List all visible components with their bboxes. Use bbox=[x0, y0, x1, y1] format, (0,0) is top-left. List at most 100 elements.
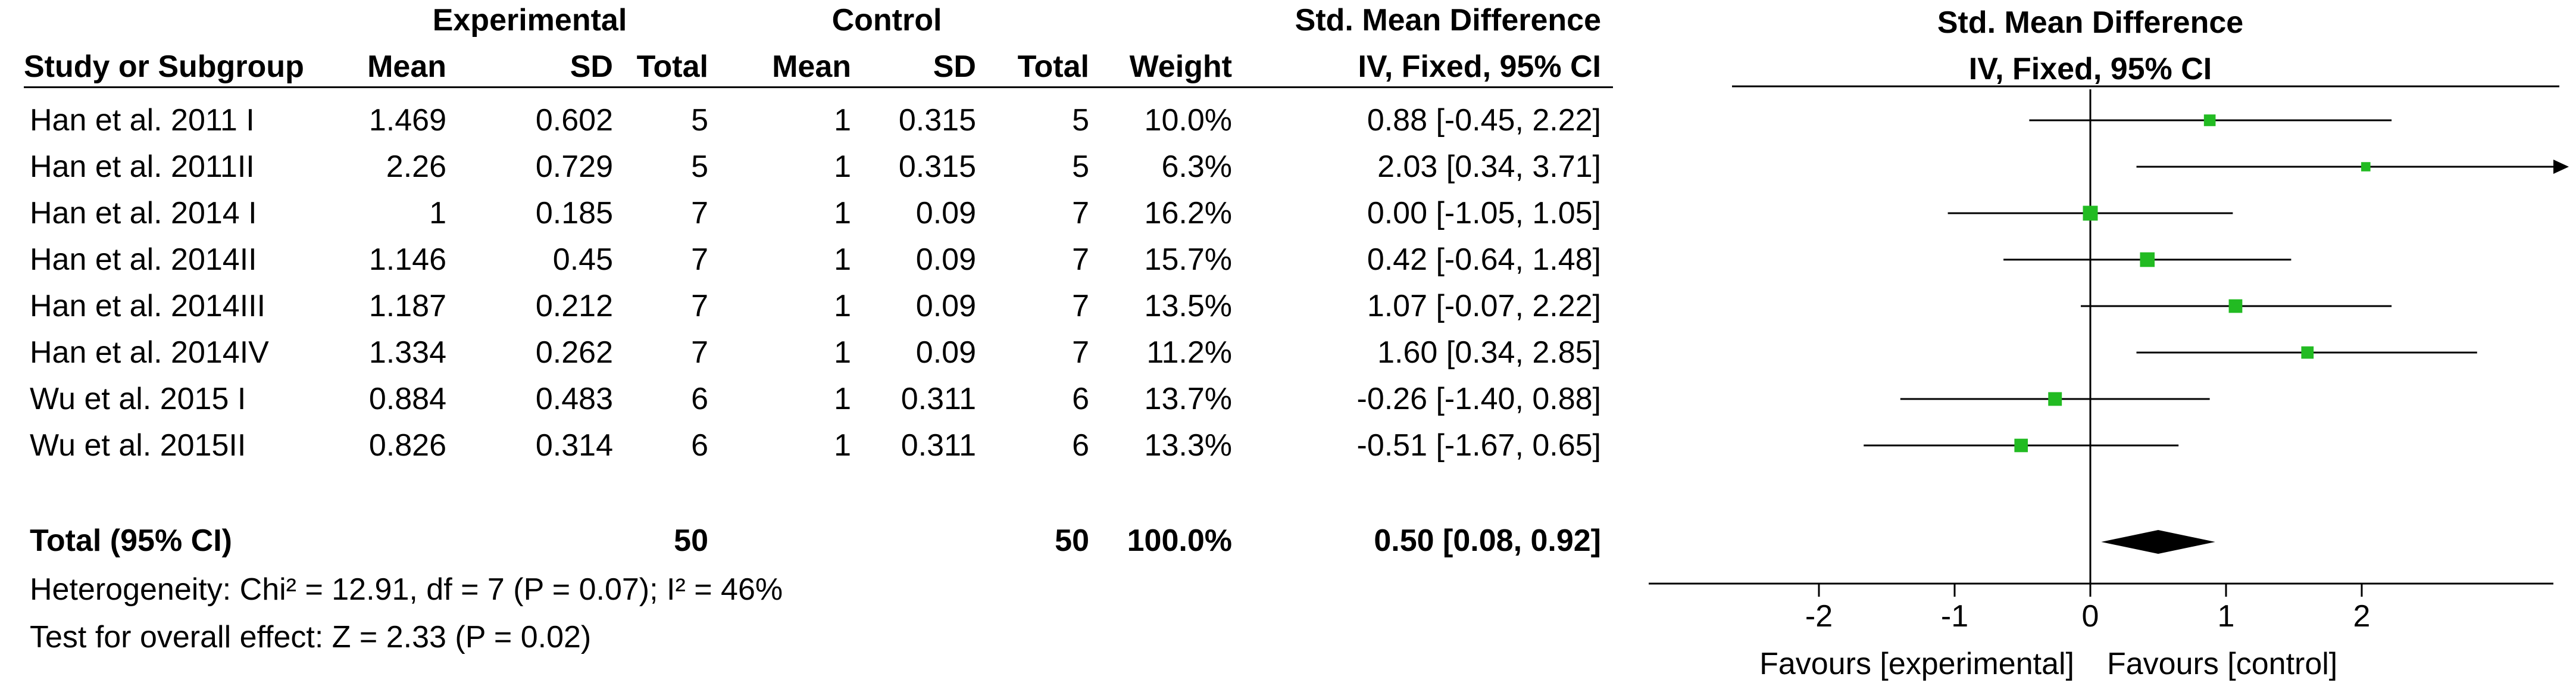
study-name: Wu et al. 2015 I bbox=[30, 382, 246, 416]
exp-sd: 0.729 bbox=[535, 149, 613, 184]
ctl-total: 7 bbox=[1072, 242, 1089, 277]
weight: 11.2% bbox=[1146, 335, 1232, 370]
ctl-sd: 0.09 bbox=[915, 335, 976, 370]
total-exp: 50 bbox=[674, 523, 708, 558]
study-name: Han et al. 2014II bbox=[30, 242, 257, 277]
overall-effect-text: Test for overall effect: Z = 2.33 (P = 0… bbox=[30, 620, 592, 654]
study-name: Han et al. 2014IV bbox=[30, 335, 269, 370]
study-marker bbox=[2301, 346, 2314, 359]
exp-mean: 1 bbox=[429, 196, 446, 230]
total-label: Total (95% CI) bbox=[30, 523, 232, 558]
plot-title: Std. Mean Difference bbox=[1937, 5, 2243, 40]
exp-sd: 0.314 bbox=[535, 428, 613, 463]
header-rule bbox=[24, 86, 1613, 88]
study-marker bbox=[2048, 392, 2062, 406]
plot-subtitle: IV, Fixed, 95% CI bbox=[1969, 52, 2212, 86]
ctl-sd: 0.09 bbox=[915, 196, 976, 230]
ctl-total: 7 bbox=[1072, 289, 1089, 323]
ctl-mean: 1 bbox=[834, 428, 851, 463]
ctl-mean: 1 bbox=[834, 149, 851, 184]
header-smd: Std. Mean Difference bbox=[1295, 3, 1601, 38]
header-control: Control bbox=[831, 3, 942, 38]
ctl-mean: 1 bbox=[834, 242, 851, 277]
weight: 6.3% bbox=[1161, 149, 1232, 184]
weight: 16.2% bbox=[1144, 196, 1232, 230]
exp-mean: 1.334 bbox=[368, 335, 446, 370]
total-weight: 100.0% bbox=[1127, 523, 1232, 558]
ctl-total: 7 bbox=[1072, 335, 1089, 370]
col-weight: Weight bbox=[1129, 49, 1232, 84]
ctl-sd: 0.311 bbox=[901, 382, 976, 416]
exp-sd: 0.483 bbox=[535, 382, 613, 416]
exp-total: 7 bbox=[691, 335, 708, 370]
heterogeneity-text: Heterogeneity: Chi² = 12.91, df = 7 (P =… bbox=[30, 572, 783, 607]
col-exp-mean: Mean bbox=[367, 49, 446, 84]
ci-text: 2.03 [0.34, 3.71] bbox=[1377, 149, 1601, 184]
ci-text: -0.26 [-1.40, 0.88] bbox=[1356, 382, 1602, 416]
col-ci: IV, Fixed, 95% CI bbox=[1358, 49, 1601, 84]
exp-total: 7 bbox=[691, 242, 708, 277]
col-ctl-sd: SD bbox=[933, 49, 976, 84]
ctl-sd: 0.311 bbox=[901, 428, 976, 463]
ctl-sd: 0.09 bbox=[915, 289, 976, 323]
ci-text: 0.00 [-1.05, 1.05] bbox=[1367, 196, 1601, 230]
ctl-total: 5 bbox=[1072, 103, 1089, 138]
header-experimental: Experimental bbox=[432, 3, 627, 38]
exp-total: 6 bbox=[691, 382, 708, 416]
col-exp-sd: SD bbox=[570, 49, 613, 84]
ctl-sd: 0.315 bbox=[898, 149, 976, 184]
ctl-mean: 1 bbox=[834, 289, 851, 323]
exp-mean: 0.826 bbox=[368, 428, 446, 463]
ci-text: 1.60 [0.34, 2.85] bbox=[1377, 335, 1601, 370]
weight: 15.7% bbox=[1144, 242, 1232, 277]
ctl-mean: 1 bbox=[834, 382, 851, 416]
study-marker bbox=[2140, 252, 2155, 267]
exp-mean: 1.187 bbox=[368, 289, 446, 323]
ctl-mean: 1 bbox=[834, 196, 851, 230]
ctl-total: 6 bbox=[1072, 428, 1089, 463]
exp-sd: 0.212 bbox=[535, 289, 613, 323]
weight: 13.7% bbox=[1144, 382, 1232, 416]
ctl-sd: 0.09 bbox=[915, 242, 976, 277]
weight: 13.3% bbox=[1144, 428, 1232, 463]
exp-mean: 2.26 bbox=[386, 149, 446, 184]
exp-mean: 1.469 bbox=[368, 103, 446, 138]
study-marker bbox=[2203, 114, 2216, 126]
col-exp-total: Total bbox=[636, 49, 708, 84]
study-marker bbox=[2228, 299, 2243, 313]
exp-total: 7 bbox=[691, 289, 708, 323]
study-name: Wu et al. 2015II bbox=[30, 428, 246, 463]
exp-total: 5 bbox=[691, 149, 708, 184]
ci-text: 0.42 [-0.64, 1.48] bbox=[1367, 242, 1601, 277]
weight: 13.5% bbox=[1144, 289, 1232, 323]
study-name: Han et al. 2011II bbox=[30, 149, 255, 184]
study-name: Han et al. 2011 I bbox=[30, 103, 255, 138]
exp-sd: 0.185 bbox=[535, 196, 613, 230]
ctl-mean: 1 bbox=[834, 103, 851, 138]
study-marker bbox=[2361, 162, 2371, 172]
exp-total: 5 bbox=[691, 103, 708, 138]
favours-right-label: Favours [control] bbox=[2107, 647, 2337, 681]
x-tick-label: 0 bbox=[2082, 599, 2099, 634]
ctl-sd: 0.315 bbox=[898, 103, 976, 138]
study-marker bbox=[2014, 438, 2028, 453]
study-marker bbox=[2083, 205, 2098, 221]
x-tick-label: -2 bbox=[1805, 599, 1833, 634]
x-tick-label: 2 bbox=[2353, 599, 2371, 634]
col-ctl-total: Total bbox=[1017, 49, 1089, 84]
x-tick-label: -1 bbox=[1941, 599, 1968, 634]
weight: 10.0% bbox=[1144, 103, 1232, 138]
exp-sd: 0.602 bbox=[535, 103, 613, 138]
ctl-total: 7 bbox=[1072, 196, 1089, 230]
exp-total: 7 bbox=[691, 196, 708, 230]
ci-arrow bbox=[2553, 160, 2569, 174]
exp-mean: 1.146 bbox=[368, 242, 446, 277]
pooled-diamond bbox=[2101, 530, 2215, 554]
favours-left-label: Favours [experimental] bbox=[1759, 647, 2074, 681]
exp-mean: 0.884 bbox=[368, 382, 446, 416]
ctl-total: 6 bbox=[1072, 382, 1089, 416]
total-ci: 0.50 [0.08, 0.92] bbox=[1374, 523, 1601, 558]
x-tick-label: 1 bbox=[2218, 599, 2235, 634]
total-ctl: 50 bbox=[1055, 523, 1089, 558]
